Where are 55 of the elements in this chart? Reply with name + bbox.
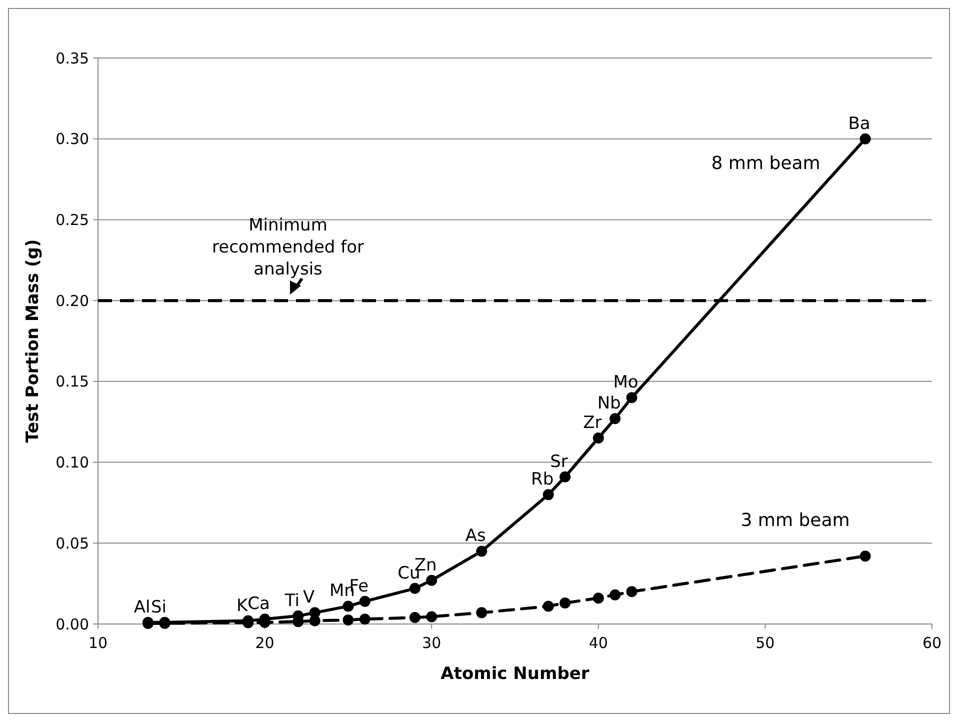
point	[309, 615, 320, 626]
point	[610, 589, 621, 600]
point	[860, 550, 871, 562]
point	[592, 432, 604, 444]
x-tick-label: 10	[88, 634, 108, 652]
annotation: Nb	[597, 394, 621, 414]
annotation: Si	[150, 597, 166, 618]
y-tick-label: 0.30	[56, 130, 89, 148]
annotation: Mo	[613, 372, 638, 393]
y-tick-label: 0.25	[56, 210, 89, 229]
point	[476, 607, 488, 618]
point	[626, 586, 638, 598]
point	[342, 614, 354, 626]
y-tick-label: 0.00	[56, 615, 89, 634]
series-label: 3 mm beam	[740, 510, 850, 532]
annotation: K	[236, 596, 249, 616]
y-tick-label: 0.35	[56, 49, 89, 68]
x-tick-label: 20	[255, 634, 274, 652]
point	[409, 612, 420, 624]
point	[560, 471, 571, 482]
point	[476, 546, 488, 557]
annotation: Al	[134, 597, 150, 618]
y-axis-title: Test Portion Mass (g)	[23, 239, 43, 443]
point	[426, 611, 438, 622]
point	[610, 413, 621, 424]
y-tick-label: 0.15	[56, 372, 89, 391]
annotation: Ti	[284, 590, 300, 611]
point	[560, 597, 571, 608]
point	[409, 582, 420, 594]
point	[542, 600, 554, 612]
point	[542, 489, 554, 500]
y-tick-label: 0.05	[56, 534, 89, 552]
x-tick-label: 60	[922, 634, 942, 652]
ref-line-label: Minimum recommended for analysis	[212, 216, 364, 280]
point	[860, 133, 871, 144]
annotation: Sr	[550, 452, 568, 472]
point	[359, 614, 370, 625]
y-tick-label: 0.10	[56, 454, 89, 472]
annotation: V	[303, 588, 316, 608]
x-axis-title: Atomic Number	[440, 664, 590, 684]
point	[359, 596, 370, 607]
point	[342, 600, 354, 612]
annotation: Ca	[248, 594, 270, 614]
series-label: 8 mm beam	[711, 152, 820, 174]
annotation: Ba	[848, 114, 870, 134]
point	[592, 592, 604, 604]
x-tick-label: 50	[756, 634, 775, 652]
y-tick-label: 0.20	[56, 292, 89, 310]
point	[426, 574, 438, 586]
annotation: Rb	[531, 470, 554, 490]
x-tick-label: 30	[422, 634, 442, 652]
point	[626, 392, 638, 404]
x-tick-label: 40	[588, 634, 608, 652]
annotation: Zr	[583, 413, 602, 434]
annotation: As	[465, 526, 486, 546]
